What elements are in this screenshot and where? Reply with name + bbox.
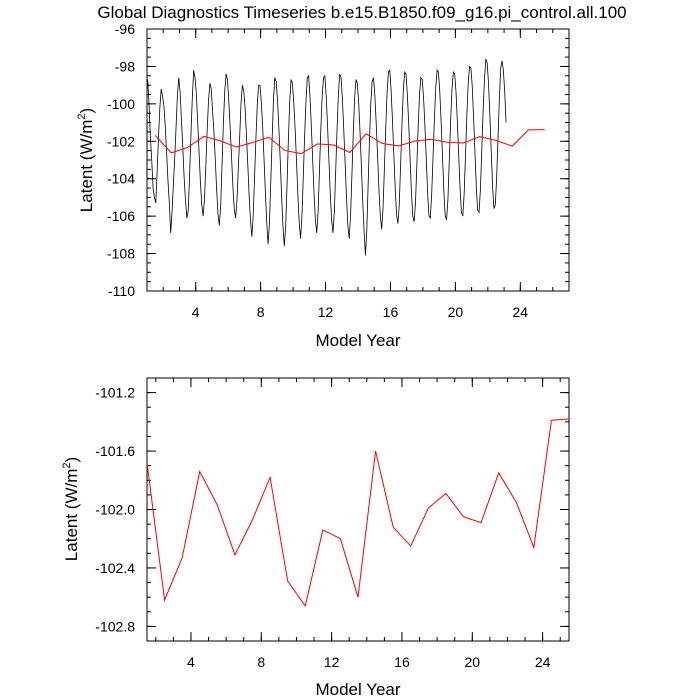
plot-frame [146,28,570,292]
annual-mean-line [154,129,545,155]
y-tick-label: -100 [107,96,135,112]
monthly-line [147,58,507,256]
y-tick-label: -98 [115,58,135,74]
y-tick-label: -102.4 [95,560,135,576]
annual-mean-line [147,418,569,608]
x-tick-label: 8 [257,654,265,670]
chart-title: Global Diagnostics Timeseries b.e15.B185… [97,3,626,22]
y-tick-label: -110 [108,283,135,299]
y-tick-label: -96 [115,21,135,37]
x-tick-label: 24 [535,654,551,670]
bottom-panel: 4 8 12 16 20 24 -102.8 -102.4 -102.0 -101.6 -101.2… [61,377,570,699]
x-axis-label: Model Year [315,680,400,699]
y-tick-label: -102.8 [95,618,135,634]
y-tick-label: -102.0 [95,502,135,518]
y-axis-label: Latent (W/m2) [61,457,81,561]
x-tick-label: 24 [513,304,529,320]
y-tick-label: -108 [107,246,135,262]
y-tick-label: -104 [107,171,135,187]
x-tick-label: 4 [192,304,200,320]
y-axis-label: Latent (W/m2) [76,108,96,212]
x-tick-label: 12 [318,304,334,320]
y-tick-label: -101.2 [95,385,135,401]
x-tick-label: 4 [187,654,195,670]
x-tick-label: 16 [394,654,410,670]
x-tick-label: 16 [383,304,399,320]
x-tick-label: 20 [448,304,464,320]
y-tick-label: -102 [107,133,135,149]
x-tick-label: 20 [465,654,481,670]
y-tick-label: -101.6 [95,443,135,459]
top-panel: 4 8 12 16 20 24 -110 -108 -106 -104 -102 -100 -98 -96… [76,21,570,350]
x-tick-label: 8 [257,304,265,320]
y-tick-label: -106 [107,208,135,224]
plot-frame [146,377,570,642]
x-axis-label: Model Year [315,331,400,350]
x-tick-label: 12 [324,654,340,670]
